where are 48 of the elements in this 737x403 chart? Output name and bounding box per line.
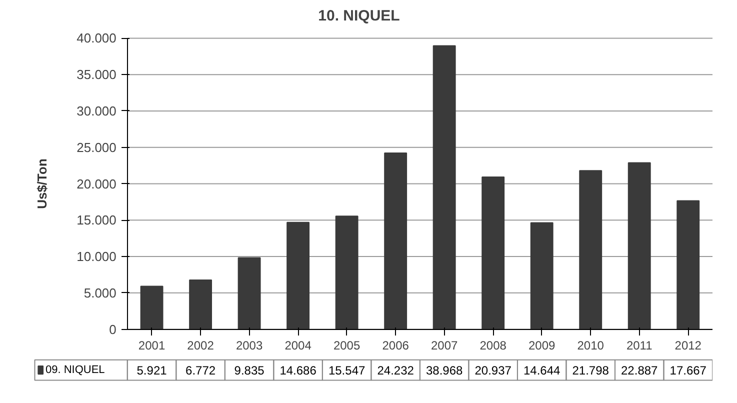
data-label: 21.798 — [572, 364, 610, 378]
bar — [628, 162, 651, 330]
x-tick-label: 2008 — [480, 338, 507, 352]
x-tick-label: 2005 — [333, 338, 360, 352]
y-tick-label: 0 — [109, 322, 116, 337]
y-tick-label: 25.000 — [76, 140, 116, 155]
x-tick-label: 2003 — [236, 338, 263, 352]
y-tick-label: 10.000 — [76, 249, 116, 264]
x-tick-label: 2001 — [138, 338, 166, 352]
data-label: 38.968 — [426, 364, 464, 378]
data-label: 9.835 — [234, 364, 265, 378]
bar — [482, 176, 505, 330]
y-axis-title: Us$/Ton — [34, 158, 50, 209]
bar — [238, 257, 261, 330]
x-tick-label: 2006 — [382, 338, 410, 352]
x-tick-label: 2004 — [284, 338, 312, 352]
legend-label: 09. NIQUEL — [45, 364, 105, 376]
y-tick-label: 40.000 — [76, 30, 116, 46]
chart-title: 10. NIQUEL — [318, 8, 400, 24]
y-tick-label: 20.000 — [76, 176, 116, 192]
bar — [335, 216, 358, 330]
bar — [579, 170, 602, 330]
bar — [384, 152, 408, 330]
data-label: 15.547 — [328, 364, 366, 378]
x-tick-label: 2002 — [187, 338, 214, 352]
x-tick-label: 2007 — [430, 338, 458, 352]
y-tick-label: 5.000 — [84, 285, 116, 300]
data-label: 24.232 — [377, 364, 414, 378]
x-tick-label: 2010 — [577, 338, 604, 352]
x-tick-label: 2012 — [674, 338, 702, 352]
x-tick-label: 2011 — [626, 338, 653, 352]
bar — [140, 286, 164, 330]
data-label: 14.686 — [280, 364, 317, 378]
data-label: 20.937 — [474, 364, 512, 378]
bar — [530, 222, 554, 330]
data-label: 5.921 — [136, 364, 168, 378]
bar — [676, 200, 700, 330]
y-tick-label: 35.000 — [76, 67, 116, 82]
bar — [432, 45, 456, 330]
x-tick-label: 2009 — [528, 338, 556, 352]
bar — [189, 280, 212, 330]
data-label: 14.644 — [523, 364, 561, 378]
y-tick-label: 15.000 — [76, 212, 116, 228]
data-label: 22.887 — [621, 364, 658, 378]
data-label: 17.667 — [670, 364, 707, 378]
bar — [286, 222, 310, 330]
data-label: 6.772 — [186, 364, 216, 378]
y-tick-label: 30.000 — [76, 103, 116, 118]
